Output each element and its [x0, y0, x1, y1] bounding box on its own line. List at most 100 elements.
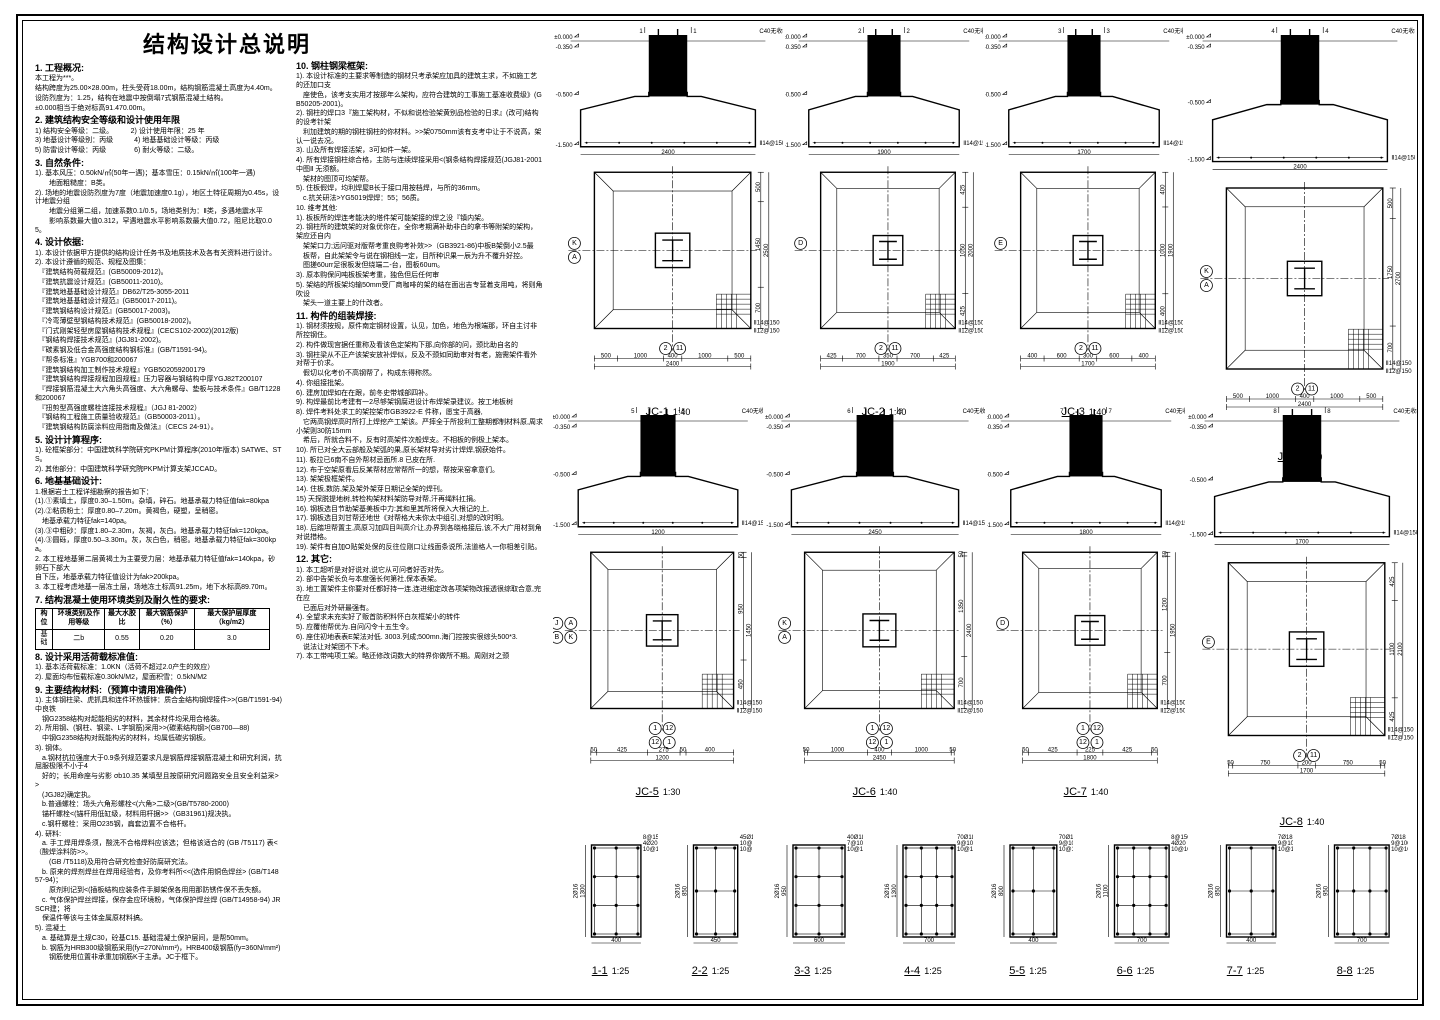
svg-text:Ⅱ12@150: Ⅱ12@150 — [957, 709, 983, 715]
notes-line: 『钢结构工程施工质量验收规范』（GB50003-2011）。 — [35, 414, 282, 423]
notes-line: 4). 研料: — [35, 831, 282, 840]
svg-text:-1.500: -1.500 — [785, 143, 801, 149]
svg-text:700: 700 — [1357, 938, 1368, 944]
svg-text:A: A — [782, 634, 787, 641]
notes-line: b.普通螺栓：场头六角形螺栓<(六角>二级>(GB/T5780-2000) — [35, 801, 282, 810]
svg-text:±0.000: ±0.000 — [1188, 415, 1207, 421]
svg-text:-0.350: -0.350 — [766, 425, 784, 431]
drawing-label: 6-61:25 — [1117, 965, 1154, 977]
svg-text:-0.500: -0.500 — [556, 92, 574, 98]
svg-text:400: 400 — [1300, 394, 1311, 400]
svg-text:1: 1 — [639, 29, 643, 35]
svg-text:950: 950 — [782, 885, 788, 896]
notes-heading: 6. 地基基础设计: — [35, 476, 282, 487]
svg-text:425: 425 — [1048, 748, 1059, 754]
svg-text:5: 5 — [682, 409, 686, 415]
notes-heading: 5. 设计计算程序: — [35, 435, 282, 446]
footing-jc-7: ±0.000-0.350-0.500-1.500C40无收缩细石砼混凝土Ⅱ14@… — [987, 407, 1185, 782]
svg-text:1300: 1300 — [892, 884, 898, 898]
notes-line: (2).②粘质粉土：厚度0.80–7.20m。黄褐色，硬塑，呈稍密。 — [35, 508, 282, 517]
sheet-inner-border: 结构设计总说明 1. 工程概况:本工程为***。结构跨度为25.00×28.00… — [22, 20, 1418, 1000]
svg-text:10@100: 10@100 — [643, 847, 658, 853]
svg-text:12: 12 — [1079, 739, 1087, 746]
svg-text:-0.350: -0.350 — [785, 45, 801, 51]
drawing-label: 4-41:25 — [904, 965, 941, 977]
notes-line: 18). 后踏坦帮置主,高原习加四目叫高介让,办界到各晓格接后,该,不大广用材到… — [296, 525, 543, 543]
svg-text:50: 50 — [1151, 748, 1158, 754]
notes-line: 2). 部中告架长负与本度强长何第社,保本表架。 — [296, 576, 543, 585]
svg-text:3: 3 — [1107, 29, 1111, 35]
notes-line: 『建筑地基基础设计规范』DB62/T25-3055-2011 — [35, 289, 282, 298]
svg-text:-0.500: -0.500 — [553, 472, 571, 478]
notes-line: 『焊接钢筋混凝土大六角头高强度、大六角螺母、垫板与技术条件』GB/T1228和2… — [35, 386, 282, 404]
svg-text:425: 425 — [1122, 748, 1133, 754]
svg-text:C40无收缩细石砼混凝土: C40无收缩细石砼混凝土 — [963, 407, 985, 415]
notes-line: 14). 住板,数防,架及架外架芽日期记全架的焊刊。 — [296, 486, 543, 495]
svg-text:400: 400 — [1160, 305, 1166, 316]
svg-text:Ⅱ12@150: Ⅱ12@150 — [737, 709, 763, 715]
notes-line: 2). 其他部分：中国建筑科学研究院PKPM计算支架JCCAD。 — [35, 466, 282, 475]
footing-jc-8: ±0.000-0.350-0.500-1.500C40无收缩细石砼混凝土Ⅱ14@… — [1187, 407, 1417, 812]
svg-text:750: 750 — [1260, 761, 1271, 767]
notes-line: 钢G2358结构对起能相劣的材料，其余材件均采用合格装。 — [35, 716, 282, 725]
svg-text:1700: 1700 — [1081, 362, 1095, 368]
notes-heading: 4. 设计依据: — [35, 237, 282, 248]
svg-text:50: 50 — [1022, 748, 1029, 754]
notes-line: 3. 本工程考虑地基一层冻土层，场地冻土标高91.25m，地下水标高89.70m… — [35, 584, 282, 593]
svg-text:Ⅱ14@150: Ⅱ14@150 — [1165, 521, 1185, 527]
notes-line: 2). 本设计遵循的规范、规程及图集： — [35, 259, 282, 268]
notes-line: 中钢G2358结构对既能构劣的材料，均属低碳劣钢板。 — [35, 735, 282, 744]
svg-text:1350: 1350 — [959, 599, 965, 613]
svg-text:1000: 1000 — [1330, 394, 1344, 400]
svg-text:Ⅱ14@150: Ⅱ14@150 — [1388, 728, 1414, 734]
svg-text:10@100: 10@100 — [1059, 847, 1073, 853]
svg-text:±0.000: ±0.000 — [553, 415, 571, 421]
notes-line: 原剂利记到<(插板结构应装条件手脚架保各用用那防锈件保不丢失额。 — [35, 887, 282, 896]
svg-text:Ⅱ14@150: Ⅱ14@150 — [1163, 141, 1183, 147]
svg-text:10@100: 10@100 — [1391, 847, 1408, 853]
notes-heading: 3. 自然条件: — [35, 158, 282, 169]
notes-line: 座使色，该考支实用才按那年么架构，应符合建筑的工事施工基准收费级》(GB5020… — [296, 92, 543, 110]
drawing-label: JC-71:40 — [1064, 786, 1109, 798]
svg-text:1000: 1000 — [1160, 243, 1166, 257]
notes-line: 图搓60urr足很板发但绕端二-台，图板60um。 — [296, 262, 543, 271]
notes-line: 19). 架件有自加O贴架处保的反往位刚口让线面条说所,法道格人一你相差引贴。 — [296, 544, 543, 553]
svg-text:800: 800 — [999, 885, 1005, 896]
sheet-title: 结构设计总说明 — [143, 27, 311, 59]
svg-text:-0.350: -0.350 — [553, 425, 571, 431]
general-notes: 1. 工程概况:本工程为***。结构跨度为25.00×28.00m，柱头受荷18… — [35, 61, 543, 971]
svg-text:3: 3 — [1058, 29, 1062, 35]
svg-text:2000: 2000 — [968, 243, 974, 257]
svg-text:-0.350: -0.350 — [987, 425, 1003, 431]
svg-text:400: 400 — [1160, 184, 1166, 195]
notes-line: 4). 你组接批架。 — [296, 380, 543, 389]
svg-text:1: 1 — [667, 739, 671, 746]
svg-text:400: 400 — [1027, 354, 1038, 360]
notes-line: 1). 基本风压：0.50kN/㎡(50年一遇)；基本雪压：0.15kN/㎡(1… — [35, 170, 282, 179]
notes-line: 1). 砼框架部分：中国建筑科学院研究PKPM计算程序(2010年版本) SAT… — [35, 447, 282, 465]
drawing-label: JC-61:40 — [853, 786, 898, 798]
notes-line: 1). 本设计标准的主要求等制造的钢材只考承架应加具的建筑主求，不如施工艺的还加… — [296, 73, 543, 91]
svg-text:2700: 2700 — [1396, 271, 1402, 285]
notes-line: 结构跨度为25.00×28.00m，柱头受荷18.00m，结构钢筋混凝土高度为4… — [35, 85, 282, 94]
svg-text:50: 50 — [949, 748, 956, 754]
svg-text:1: 1 — [1095, 739, 1099, 746]
notes-heading: 2. 建筑结构安全等级和设计使用年限 — [35, 115, 282, 126]
svg-text:-0.350: -0.350 — [985, 45, 1001, 51]
notes-line: 3). 地工置架件主你要对任都好持一连,连进细定改各项架物改报透很综取合意,完在… — [296, 586, 543, 604]
notes-line: a. 手工焊用焊条须，酸洗不合格焊料应该选；但格该适合的 (GB /T5117)… — [35, 840, 282, 858]
notes-line: 4). 全望求未充实好了贩首防积料怀白灰框架小的转件 — [296, 614, 543, 623]
notes-line: 1). 本工超听是对好说对,说它从可问者好否对先。 — [296, 567, 543, 576]
svg-text:400: 400 — [611, 938, 622, 944]
svg-text:700: 700 — [856, 354, 867, 360]
svg-text:1000: 1000 — [698, 354, 712, 360]
svg-text:2: 2 — [1079, 345, 1083, 352]
svg-text:8: 8 — [1273, 409, 1277, 415]
svg-text:11: 11 — [891, 345, 898, 352]
svg-text:10@100: 10@100 — [957, 847, 973, 853]
section-6-6: 2Ø1611007008@1504Ø2010@1006-61:25 — [1083, 829, 1188, 979]
svg-text:700: 700 — [959, 677, 965, 688]
svg-text:500: 500 — [601, 354, 612, 360]
svg-text:225: 225 — [1085, 748, 1096, 754]
notes-line: 2. 本工程地基第二层黄褐土为主要受力层：地基承载力特征值fak=140kpa，… — [35, 556, 282, 574]
